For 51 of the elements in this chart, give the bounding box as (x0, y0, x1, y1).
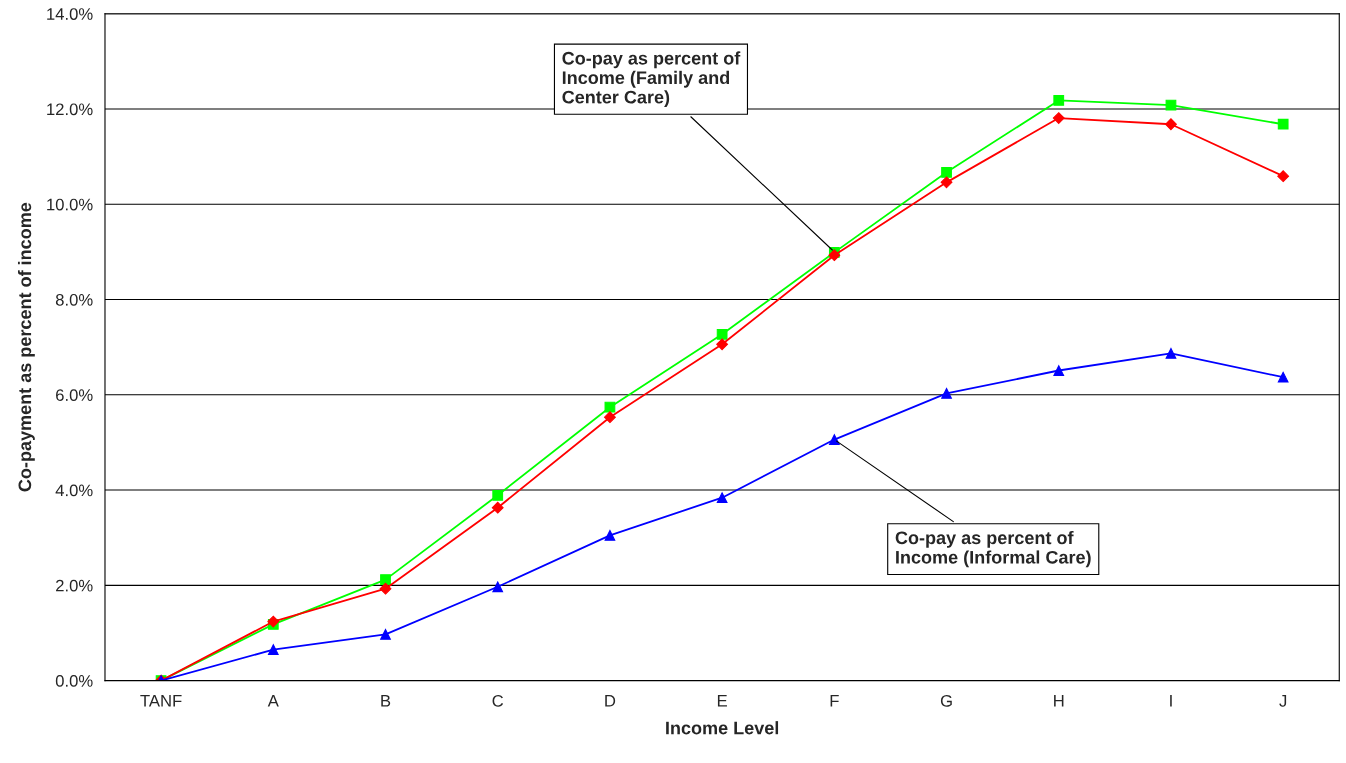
x-tick-label: D (605, 695, 616, 707)
point (492, 489, 504, 501)
point (941, 166, 952, 178)
point (940, 176, 953, 189)
x-axis-title: Income Level (666, 721, 779, 735)
point (941, 387, 952, 399)
point (828, 434, 840, 445)
point (828, 249, 841, 262)
point (1165, 118, 1177, 131)
point (604, 411, 616, 424)
point (1277, 371, 1289, 383)
x-tick-label: F (830, 695, 839, 707)
point (267, 644, 279, 656)
x-tick-label: B (381, 695, 391, 707)
x-tick-label: H (1054, 695, 1064, 707)
point (380, 574, 391, 585)
point (1165, 99, 1177, 111)
y-tick-label: 10.0% (47, 198, 93, 211)
x-tick-label: E (717, 695, 727, 707)
x-tick-label: G (940, 694, 952, 707)
point (604, 401, 616, 413)
point (1277, 118, 1289, 130)
point (716, 328, 728, 340)
point (604, 529, 616, 541)
x-tick-label: A (267, 695, 279, 707)
y-tick-label: 6.0% (56, 389, 93, 401)
point (716, 492, 728, 504)
point (1053, 95, 1065, 106)
x-tick-label: I (1170, 695, 1172, 707)
y-tick-label: 4.0% (55, 484, 93, 497)
y-axis-title: Co-payment as percent of income (17, 202, 35, 492)
point (1277, 170, 1290, 183)
point (492, 581, 504, 593)
point (267, 615, 280, 628)
y-tick-label: 0.0% (55, 675, 93, 687)
y-tick-label: 12.0% (47, 103, 93, 116)
point (379, 582, 392, 595)
x-tick-label: J (1279, 695, 1287, 707)
annotation: Co-pay as percent of Income (Informal Care) (895, 530, 1091, 568)
point (716, 338, 729, 351)
point (1053, 365, 1065, 376)
y-tick-label: 14.0% (47, 8, 93, 20)
point (1052, 112, 1065, 124)
point (1165, 347, 1177, 359)
point (491, 501, 504, 514)
x-tick-label: TANF (140, 695, 182, 707)
annotation: Co-pay as percent of Income (Family and Center Care) (562, 51, 741, 108)
point (380, 629, 391, 640)
y-tick-label: 8.0% (55, 293, 93, 306)
x-tick-label: C (492, 694, 504, 707)
y-tick-label: 2.0% (56, 579, 93, 592)
